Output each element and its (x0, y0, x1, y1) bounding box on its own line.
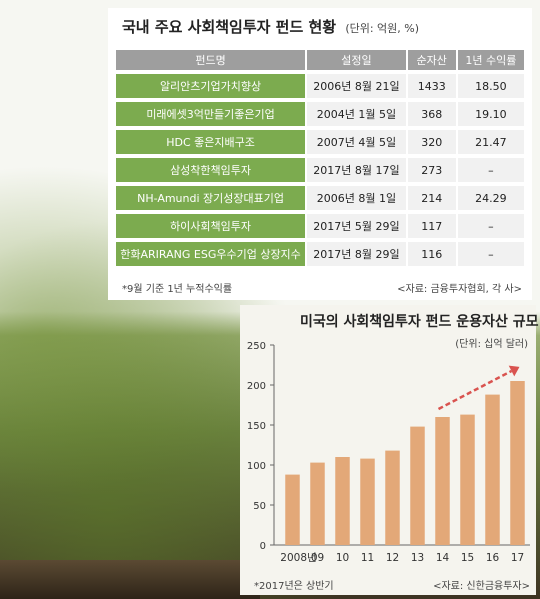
cell-net-assets: 368 (407, 102, 458, 126)
chart-title: 미국의 사회책임투자 펀드 운용자산 규모 (300, 314, 539, 330)
header-fund-name: 펀드명 (116, 50, 308, 70)
header-start-date: 설정일 (307, 50, 408, 70)
cell-fund-name: 삼성착한책임투자 (116, 158, 308, 182)
header-return: 1년 수익률 (457, 50, 526, 70)
y-tick-label: 0 (260, 541, 266, 552)
cell-start-date: 2006년 8월 1일 (307, 186, 408, 210)
bar (385, 450, 400, 545)
bar (485, 394, 500, 545)
cell-return: 21.47 (457, 130, 526, 154)
table-title-text: 국내 주요 사회책임투자 펀드 현황 (122, 18, 337, 36)
cell-start-date: 2007년 4월 5일 (307, 130, 408, 154)
cell-start-date: 2004년 1월 5일 (307, 102, 408, 126)
x-tick-label: 12 (386, 552, 399, 564)
y-tick-label: 250 (247, 341, 266, 352)
table-header-row: 펀드명 설정일 순자산 1년 수익률 (116, 50, 526, 70)
cell-fund-name: 미래에셋3억만들기좋은기업 (116, 102, 308, 126)
x-tick-label: 17 (511, 552, 524, 564)
cell-start-date: 2017년 8월 29일 (307, 242, 408, 266)
table-title: 국내 주요 사회책임투자 펀드 현황 (단위: 억원, %) (122, 16, 419, 37)
cell-start-date: 2017년 5월 29일 (307, 214, 408, 238)
trend-arrow-head (508, 365, 520, 377)
table-unit: (단위: 억원, %) (345, 22, 420, 35)
bar (435, 417, 450, 545)
bar (510, 381, 525, 545)
cell-fund-name: HDC 좋은지배구조 (116, 130, 308, 154)
table-row: NH-Amundi 장기성장대표기업 2006년 8월 1일 214 24.29 (116, 186, 526, 210)
table-row: 알리안츠기업가치향상 2006년 8월 21일 1433 18.50 (116, 74, 526, 98)
chart-unit: (단위: 십억 달러) (455, 339, 528, 350)
fund-table: 펀드명 설정일 순자산 1년 수익률 알리안츠기업가치향상 2006년 8월 21… (116, 46, 526, 270)
bar (410, 426, 425, 545)
cell-return: 19.10 (457, 102, 526, 126)
table-footnote: *9월 기준 1년 누적수익률 (122, 284, 233, 295)
x-tick-label: 16 (486, 552, 500, 564)
x-tick-label: 10 (336, 552, 349, 564)
x-tick-label: 15 (461, 552, 474, 564)
chart-panel: 0 50 100 150 200 250 2008년 09 10 11 12 13 14 15 16 17 미… (240, 305, 539, 595)
bar (285, 474, 300, 545)
table-row: 한화ARIRANG ESG우수기업 상장지수 2017년 8월 29일 116– (116, 242, 526, 266)
cell-start-date: 2017년 8월 17일 (307, 158, 408, 182)
cell-net-assets: 273 (407, 158, 458, 182)
cell-net-assets: 117 (407, 214, 458, 238)
chart-footnote: *2017년은 상반기 (254, 581, 334, 592)
cell-fund-name: 한화ARIRANG ESG우수기업 상장지수 (116, 242, 308, 266)
x-tick-label: 09 (311, 552, 324, 564)
cell-net-assets: 116 (407, 242, 458, 266)
cell-return: 24.29 (457, 186, 526, 210)
table-row: 삼성착한책임투자 2017년 8월 17일 273– (116, 158, 526, 182)
table-row: 하이사회책임투자 2017년 5월 29일 117– (116, 214, 526, 238)
y-tick-label: 200 (247, 381, 266, 392)
fund-table-panel: 국내 주요 사회책임투자 펀드 현황 (단위: 억원, %) 펀드명 설정일 순… (108, 8, 532, 300)
cell-fund-name: 하이사회책임투자 (116, 214, 308, 238)
cell-fund-name: 알리안츠기업가치향상 (116, 74, 308, 98)
cell-start-date: 2006년 8월 21일 (307, 74, 408, 98)
y-tick-label: 100 (247, 461, 266, 472)
bar (335, 457, 350, 545)
cell-net-assets: 214 (407, 186, 458, 210)
cell-return: 18.50 (457, 74, 526, 98)
x-tick-label: 2008년 (280, 552, 316, 564)
table-source: <자료: 금융투자협회, 각 사> (397, 284, 522, 295)
y-tick-label: 150 (247, 421, 266, 432)
x-tick-label: 13 (411, 552, 424, 564)
table-row: HDC 좋은지배구조 2007년 4월 5일 320 21.47 (116, 130, 526, 154)
header-net-assets: 순자산 (407, 50, 458, 70)
x-tick-label: 11 (361, 552, 374, 564)
trend-arrow-line (437, 369, 513, 411)
cell-return: – (457, 242, 526, 266)
cell-return: – (457, 158, 526, 182)
bar (460, 414, 475, 545)
bar (310, 462, 325, 545)
chart-source: <자료: 신한금융투자> (433, 581, 530, 592)
cell-fund-name: NH-Amundi 장기성장대표기업 (116, 186, 308, 210)
table-row: 미래에셋3억만들기좋은기업 2004년 1월 5일 368 19.10 (116, 102, 526, 126)
y-tick-label: 50 (253, 501, 266, 512)
soil-ground (0, 560, 260, 599)
bar (360, 458, 375, 545)
cell-net-assets: 320 (407, 130, 458, 154)
cell-return: – (457, 214, 526, 238)
x-tick-label: 14 (436, 552, 450, 564)
cell-net-assets: 1433 (407, 74, 458, 98)
